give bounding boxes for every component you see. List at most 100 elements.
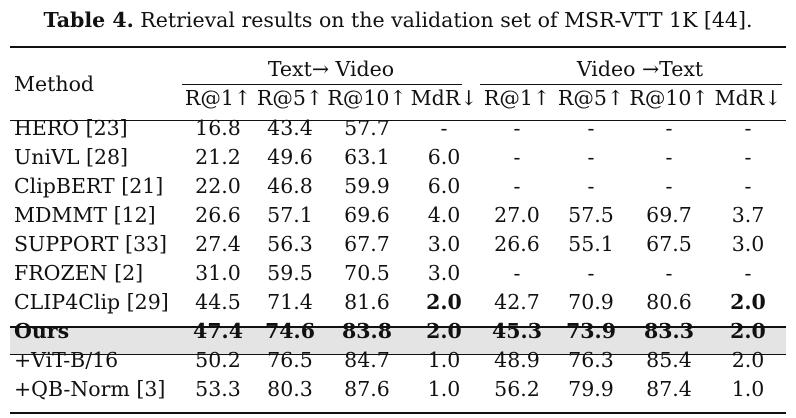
value-cell: 44.5 (195, 289, 241, 314)
value-cell: 50.2 (195, 347, 241, 372)
value-cell: 31.0 (195, 260, 241, 285)
value-cell: 57.1 (267, 202, 313, 227)
col-header: R@1↑ (483, 86, 551, 110)
table-row: +ViT-B/16 50.2 76.5 84.7 1.0 48.9 76.3 85.4 2.0 (10, 345, 786, 374)
value-cell: 2.0 (730, 318, 766, 343)
value-cell: 59.5 (267, 260, 313, 285)
value-cell: 48.9 (494, 347, 540, 372)
method-header: Method (14, 71, 95, 96)
value-cell: - (440, 115, 448, 140)
value-cell: 1.0 (731, 376, 765, 401)
value-cell: 26.6 (195, 202, 241, 227)
value-cell: 6.0 (427, 173, 461, 198)
top-rule (10, 46, 786, 48)
value-cell: - (513, 173, 521, 198)
value-cell: 80.3 (267, 376, 313, 401)
value-cell: - (744, 173, 752, 198)
value-cell: 21.2 (195, 144, 241, 169)
method-cell: SUPPORT [33] (14, 231, 168, 256)
table-row: MDMMT [12] 26.6 57.1 69.6 4.0 27.0 57.5 69.7 3.7 (10, 200, 786, 229)
value-cell: 1.0 (427, 347, 461, 372)
value-cell: 53.3 (195, 376, 241, 401)
value-cell: 2.0 (426, 289, 462, 314)
value-cell: 73.9 (566, 318, 616, 343)
group-header-text-video: Text→ Video (267, 56, 395, 81)
group-header-row: Method Text→ Video Video →Text (10, 54, 786, 96)
value-cell: - (513, 260, 521, 285)
results-table: Method Text→ Video Video →Text R@1↑ R@5↑… (10, 54, 786, 403)
value-cell: 45.3 (492, 318, 542, 343)
value-cell: - (587, 115, 595, 140)
ours-top-rule (10, 326, 786, 328)
value-cell: 63.1 (344, 144, 390, 169)
value-cell: - (587, 144, 595, 169)
value-cell: 2.0 (731, 347, 765, 372)
value-cell: 26.6 (494, 231, 540, 256)
value-cell: 57.7 (344, 115, 390, 140)
table-row: CLIP4Clip [29] 44.5 71.4 81.6 2.0 42.7 70.9 80.… (10, 287, 786, 316)
value-cell: 76.5 (267, 347, 313, 372)
value-cell: 56.2 (494, 376, 540, 401)
value-cell: 69.6 (344, 202, 390, 227)
table-row: +QB-Norm [3] 53.3 80.3 87.6 1.0 56.2 79.9 87.4 1… (10, 374, 786, 403)
value-cell: - (513, 115, 521, 140)
col-header: MdR↓ (714, 86, 782, 110)
value-cell: - (665, 173, 673, 198)
column-header-row: R@1↑ R@5↑ R@10↑ MdR↓ R@1↑ R@5↑ R@10↑ MdR… (10, 83, 786, 113)
caption-text: Retrieval results on the validation set … (140, 8, 753, 32)
table-row: ClipBERT [21] 22.0 46.8 59.9 6.0 - - - - (10, 171, 786, 200)
method-cell: FROZEN [2] (14, 260, 144, 285)
value-cell: 2.0 (730, 289, 766, 314)
value-cell: 57.5 (568, 202, 614, 227)
value-cell: 71.4 (267, 289, 313, 314)
method-cell: HERO [23] (14, 115, 128, 140)
value-cell: 59.9 (344, 173, 390, 198)
value-cell: 6.0 (427, 144, 461, 169)
value-cell: 27.0 (494, 202, 540, 227)
value-cell: 87.4 (646, 376, 692, 401)
col-header: R@5↑ (557, 86, 625, 110)
group-header-video-text: Video →Text (576, 56, 704, 81)
table-row: HERO [23] 16.8 43.4 57.7 - - - - - (10, 113, 786, 142)
value-cell: 83.3 (644, 318, 694, 343)
value-cell: 67.7 (344, 231, 390, 256)
value-cell: 81.6 (344, 289, 390, 314)
value-cell: 22.0 (195, 173, 241, 198)
value-cell: 80.6 (646, 289, 692, 314)
value-cell: 46.8 (267, 173, 313, 198)
value-cell: 27.4 (195, 231, 241, 256)
value-cell: 3.0 (731, 231, 765, 256)
method-cell: UniVL [28] (14, 144, 129, 169)
value-cell: - (587, 260, 595, 285)
value-cell: 76.3 (568, 347, 614, 372)
value-cell: 2.0 (426, 318, 462, 343)
method-cell: ClipBERT [21] (14, 173, 164, 198)
value-cell: 3.0 (427, 260, 461, 285)
col-header: R@1↑ (184, 86, 252, 110)
value-cell: - (665, 260, 673, 285)
value-cell: 55.1 (568, 231, 614, 256)
value-cell: 47.4 (193, 318, 243, 343)
col-header: R@10↑ (327, 86, 407, 110)
value-cell: 3.7 (731, 202, 765, 227)
value-cell: 49.6 (267, 144, 313, 169)
value-cell: 87.6 (344, 376, 390, 401)
video-text-underline (480, 84, 782, 85)
value-cell: 85.4 (646, 347, 692, 372)
value-cell: 83.8 (342, 318, 392, 343)
value-cell: 3.0 (427, 231, 461, 256)
table-row: UniVL [28] 21.2 49.6 63.1 6.0 - - - - (10, 142, 786, 171)
value-cell: - (513, 144, 521, 169)
method-cell: +ViT-B/16 (14, 347, 119, 372)
value-cell: 74.6 (265, 318, 315, 343)
value-cell: 56.3 (267, 231, 313, 256)
value-cell: 79.9 (568, 376, 614, 401)
value-cell: 16.8 (195, 115, 241, 140)
caption-label: Table 4. (43, 8, 134, 32)
ours-bottom-rule (10, 354, 786, 355)
value-cell: 42.7 (494, 289, 540, 314)
table-row: SUPPORT [33] 27.4 56.3 67.7 3.0 26.6 55.1 67.5 3… (10, 229, 786, 258)
value-cell: - (744, 144, 752, 169)
bottom-rule (10, 412, 786, 414)
value-cell: - (744, 260, 752, 285)
